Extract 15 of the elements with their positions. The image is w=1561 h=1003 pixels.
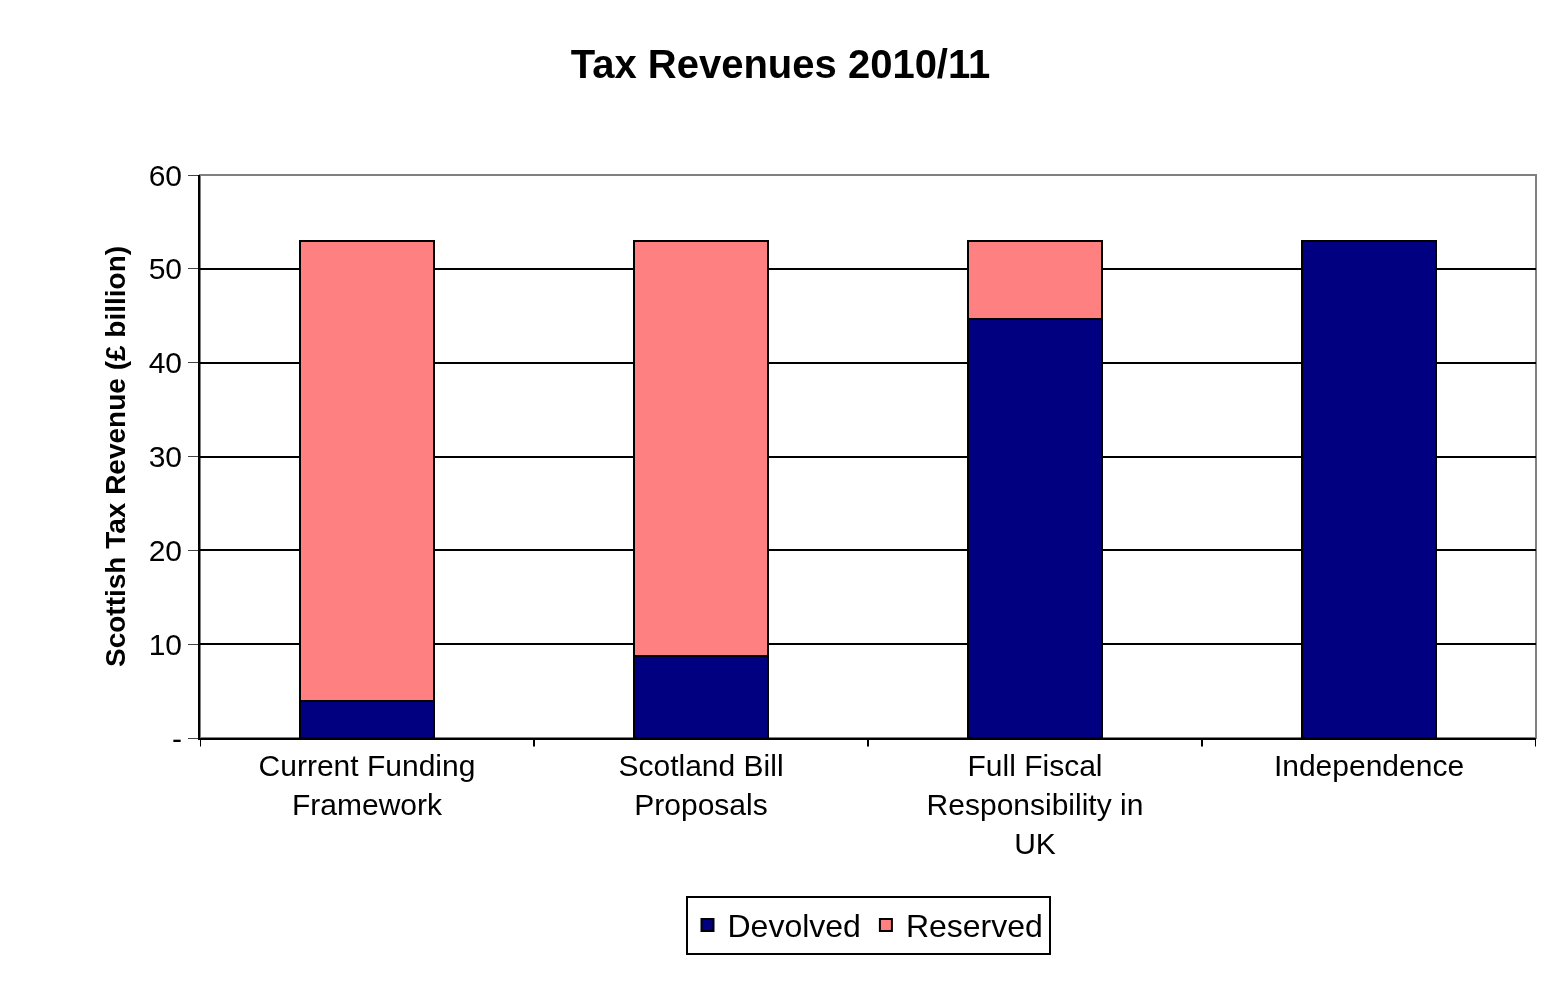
y-tick-label: 50 [148,252,182,286]
y-axis-title: Scottish Tax Revenue (£ billion) [99,245,131,668]
x-tick-label: Current Funding Framework [258,749,476,821]
y-tick-label: - [172,721,182,755]
legend-label: Devolved [727,908,861,945]
x-tick-label: Full Fiscal Responsibility in UK [926,749,1144,860]
y-tick-label: 20 [148,533,182,567]
y-tick-label: 60 [148,158,182,192]
x-tick-label: Scotland Bill Proposals [618,749,784,821]
chart-title: Tax Revenues 2010/11 [570,42,991,87]
x-tick-label: Independence [1273,749,1465,782]
y-tick-label: 40 [148,346,182,380]
y-tick-label: 30 [148,440,182,473]
legend-label: Reserved [905,908,1043,945]
y-tick-label: 10 [148,627,182,661]
